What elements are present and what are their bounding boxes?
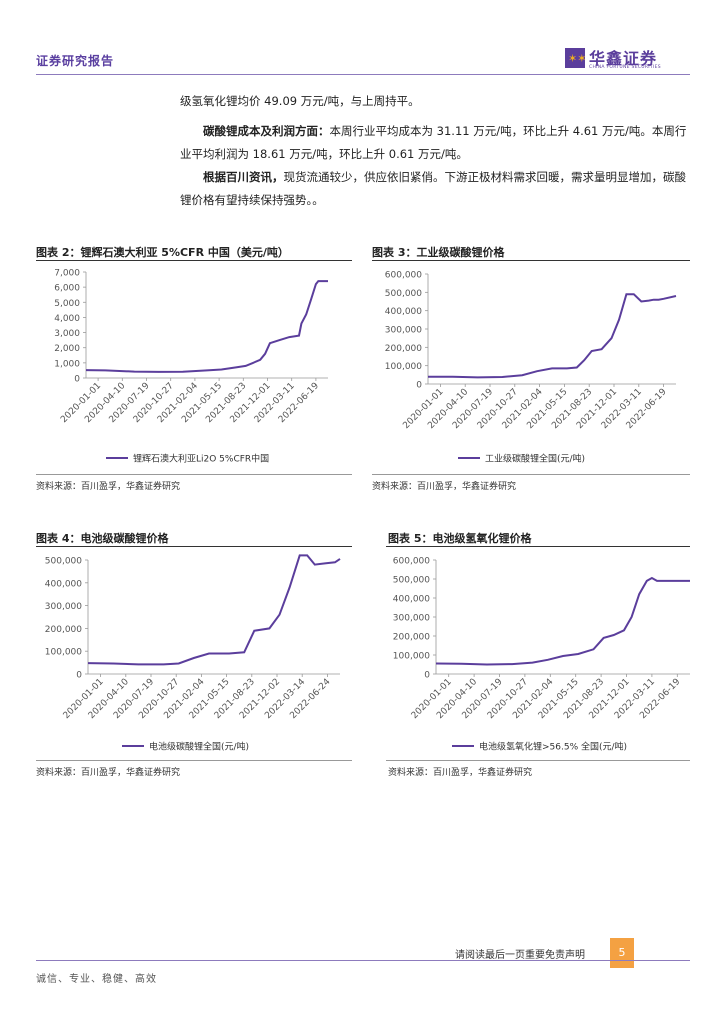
- figure-4-rule: [36, 546, 352, 547]
- y-tick-label: 400,000: [385, 307, 422, 317]
- legend-label: 工业级碳酸锂全国(元/吨): [485, 453, 585, 465]
- y-tick-label: 6,000: [54, 284, 80, 294]
- legend-label: 锂辉石澳大利亚Li2O 5%CFR中国: [133, 453, 269, 465]
- paragraph-text: 本周行业平均成本为 31.11 万元/吨，环比上升 4.61 万元/吨。本周行业…: [180, 124, 687, 161]
- company-logo: ✶✶ 华鑫证券 CHINA FORTUNE SECURITIES: [565, 46, 675, 72]
- chart-spodumene-price: 01,0002,0003,0004,0005,0006,0007,0002020…: [54, 269, 328, 465]
- y-tick-label: 0: [424, 671, 430, 681]
- y-tick-label: 300,000: [45, 602, 82, 612]
- figure-2-rule: [36, 260, 352, 261]
- y-tick-label: 400,000: [393, 595, 430, 605]
- paragraph-cost-profit: 碳酸锂成本及利润方面：本周行业平均成本为 31.11 万元/吨，环比上升 4.6…: [180, 120, 695, 166]
- figure-5-title: 图表 5：电池级氢氧化锂价格: [388, 532, 532, 545]
- series-line: [435, 576, 690, 666]
- logo-english-name: CHINA FORTUNE SECURITIES: [589, 65, 661, 70]
- paragraph-lead: 碳酸锂成本及利润方面：: [203, 124, 330, 138]
- y-tick-label: 600,000: [393, 557, 430, 567]
- y-tick-label: 2,000: [54, 344, 80, 354]
- y-tick-label: 7,000: [54, 269, 80, 279]
- figure-4-foot-rule: [36, 760, 352, 761]
- figure-5-source: 资料来源：百川盈孚，华鑫证券研究: [388, 768, 533, 778]
- y-tick-label: 500,000: [393, 576, 430, 586]
- report-type-label: 证券研究报告: [36, 54, 115, 68]
- series-line: [428, 293, 677, 379]
- y-tick-label: 4,000: [54, 314, 80, 324]
- y-tick-label: 1,000: [54, 359, 80, 369]
- y-tick-label: 200,000: [45, 625, 82, 635]
- y-tick-label: 300,000: [385, 326, 422, 336]
- figure-2-source: 资料来源：百川盈孚，华鑫证券研究: [36, 482, 181, 492]
- legend-label: 电池级碳酸锂全国(元/吨): [149, 741, 249, 753]
- y-tick-label: 3,000: [54, 329, 80, 339]
- y-tick-label: 500,000: [385, 289, 422, 299]
- figure-2-foot-rule: [36, 474, 352, 475]
- logo-mark-icon: ✶✶: [565, 48, 586, 68]
- chart-battery-carbonate-price: 0100,000200,000300,000400,000500,0002020…: [45, 554, 341, 753]
- series-line: [85, 280, 328, 373]
- disclaimer-note: 请阅读最后一页重要免责声明: [455, 950, 585, 961]
- legend-label: 电池级氢氧化锂>56.5% 全国(元/吨): [479, 741, 627, 753]
- figure-2-title: 图表 2：锂辉石澳大利亚 5%CFR 中国（美元/吨）: [36, 246, 289, 259]
- y-tick-label: 600,000: [385, 271, 422, 281]
- y-tick-label: 5,000: [54, 299, 80, 309]
- page-number: 5: [610, 938, 634, 968]
- figure-4-source: 资料来源：百川盈孚，华鑫证券研究: [36, 768, 181, 778]
- logo-name: 华鑫证券: [589, 49, 658, 68]
- figure-5-foot-rule: [386, 760, 690, 761]
- y-tick-label: 200,000: [385, 344, 422, 354]
- y-tick-label: 300,000: [393, 614, 430, 624]
- figure-3-title: 图表 3：工业级碳酸锂价格: [372, 246, 505, 259]
- y-tick-label: 500,000: [45, 557, 82, 567]
- y-tick-label: 100,000: [385, 362, 422, 372]
- figure-3-source: 资料来源：百川盈孚，华鑫证券研究: [372, 482, 517, 492]
- header-divider: [36, 74, 690, 75]
- figure-5-rule: [386, 546, 690, 547]
- chart-industrial-carbonate-price: 0 100,000 200,000 300,000 400,000 500,000 600,…: [385, 271, 677, 465]
- y-tick-label: 0: [76, 671, 82, 681]
- y-tick-label: 100,000: [393, 652, 430, 662]
- paragraph-hydroxide-price: 级氢氧化锂均价 49.09 万元/吨，与上周持平。: [180, 90, 695, 113]
- y-tick-label: 0: [74, 375, 80, 385]
- y-tick-label: 100,000: [45, 648, 82, 658]
- chart-battery-hydroxide-price: 0 100,000 200,000 300,000 400,000 500,000 600,…: [393, 557, 690, 753]
- figure-3-rule: [372, 260, 690, 261]
- y-tick-label: 200,000: [393, 633, 430, 643]
- paragraph-market-news: 根据百川资讯，现货流通较少，供应依旧紧俏。下游正极材料需求回暖，需求量明显增加，…: [180, 166, 695, 212]
- paragraph-text: 现货流通较少，供应依旧紧俏。下游正极材料需求回暖，需求量明显增加，碳酸锂价格有望…: [180, 170, 686, 207]
- figure-3-foot-rule: [372, 474, 690, 475]
- y-tick-label: 400,000: [45, 579, 82, 589]
- y-tick-label: 0: [416, 381, 422, 391]
- paragraph-text: 级氢氧化锂均价 49.09 万元/吨，与上周持平。: [180, 94, 420, 108]
- paragraph-lead: 根据百川资讯，: [203, 170, 284, 184]
- company-motto: 诚信、专业、稳健、高效: [36, 974, 157, 985]
- series-line: [87, 554, 341, 666]
- figure-4-title: 图表 4：电池级碳酸锂价格: [36, 532, 169, 545]
- footer-divider: [36, 960, 690, 961]
